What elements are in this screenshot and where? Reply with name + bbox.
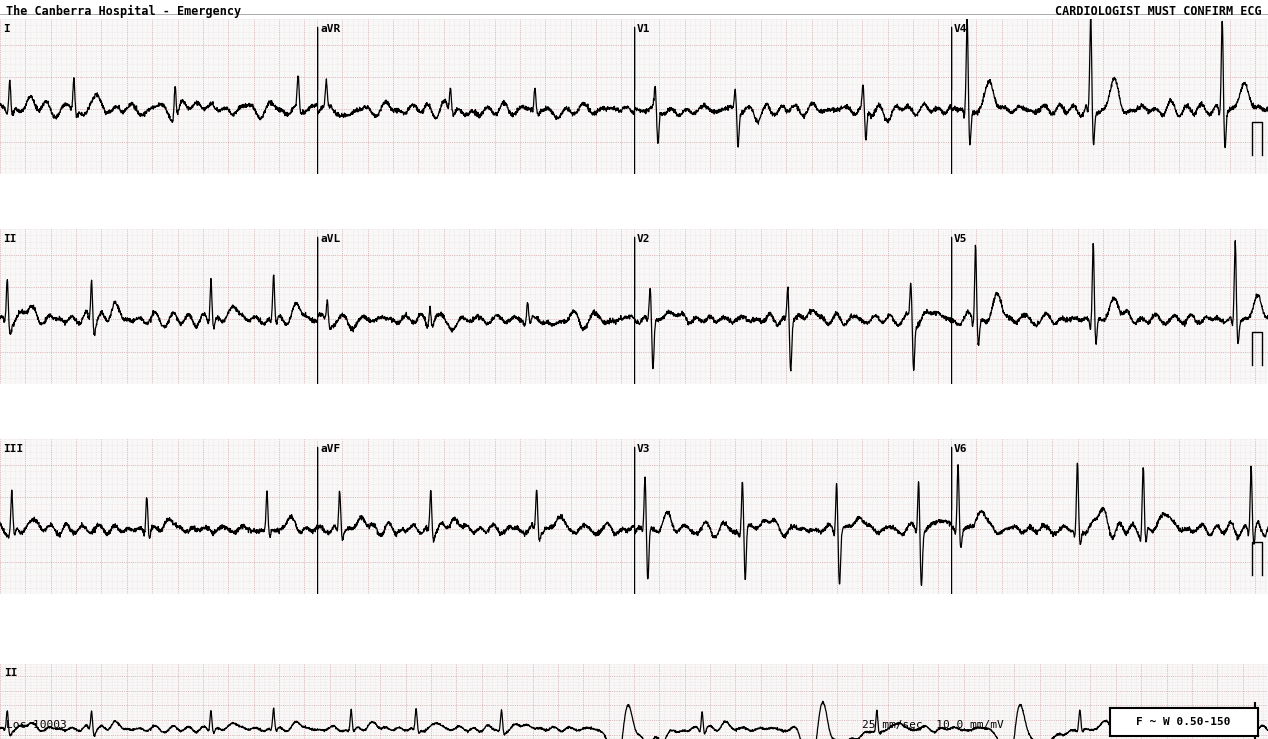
Text: V3: V3 [637, 443, 650, 454]
Text: Loc 10003: Loc 10003 [6, 720, 67, 730]
Text: CARDIOLOGIST MUST CONFIRM ECG: CARDIOLOGIST MUST CONFIRM ECG [1055, 5, 1262, 18]
Text: V1: V1 [637, 24, 650, 34]
Text: V6: V6 [954, 443, 967, 454]
Text: V2: V2 [637, 234, 650, 244]
Text: The Canberra Hospital - Emergency: The Canberra Hospital - Emergency [6, 5, 241, 18]
Text: 25 mm/sec  10.0 mm/mV: 25 mm/sec 10.0 mm/mV [862, 720, 1004, 730]
Text: III: III [3, 443, 23, 454]
Text: I: I [3, 24, 10, 34]
Text: V5: V5 [954, 234, 967, 244]
Text: II: II [3, 234, 16, 244]
Text: aVR: aVR [320, 24, 340, 34]
Text: V4: V4 [954, 24, 967, 34]
Text: aVL: aVL [320, 234, 340, 244]
Text: F ~ W 0.50-150: F ~ W 0.50-150 [1136, 717, 1231, 727]
Text: aVF: aVF [320, 443, 340, 454]
Text: II: II [4, 668, 18, 678]
